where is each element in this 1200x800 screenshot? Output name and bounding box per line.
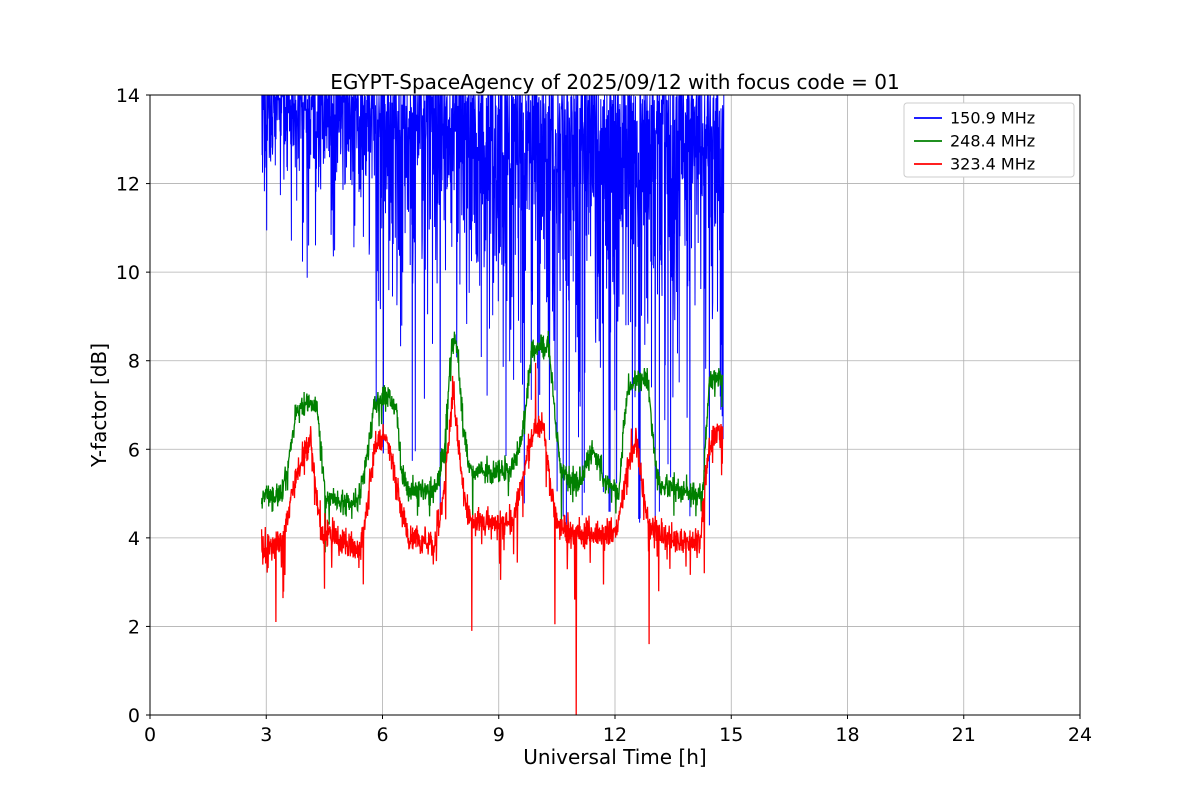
chart-title: EGYPT-SpaceAgency of 2025/09/12 with foc… — [330, 70, 900, 94]
series-line-248.4-MHz — [260, 330, 724, 553]
x-tick-label: 12 — [603, 724, 627, 746]
series-line-323.4-MHz — [260, 362, 724, 716]
x-tick-label: 0 — [144, 724, 156, 746]
y-tick-label: 8 — [128, 351, 140, 373]
x-tick-label: 18 — [835, 724, 859, 746]
x-tick-label: 6 — [376, 724, 388, 746]
y-tick-label: 10 — [116, 262, 140, 284]
x-tick-label: 9 — [493, 724, 505, 746]
x-tick-label: 15 — [719, 724, 743, 746]
y-tick-label: 2 — [128, 616, 140, 638]
legend-label: 150.9 MHz — [950, 109, 1035, 128]
x-axis-label: Universal Time [h] — [523, 745, 707, 769]
x-tick-label: 3 — [260, 724, 272, 746]
y-tick-label: 14 — [116, 85, 140, 107]
y-tick-label: 0 — [128, 705, 140, 727]
x-tick-label: 21 — [952, 724, 976, 746]
y-axis-label: Y-factor [dB] — [87, 342, 111, 468]
y-tick-label: 6 — [128, 439, 140, 461]
y-tick-label: 12 — [116, 174, 140, 196]
legend-label: 248.4 MHz — [950, 132, 1035, 151]
plot-frame — [149, 94, 1081, 716]
legend-box — [903, 102, 1075, 178]
legend-label: 323.4 MHz — [950, 155, 1035, 174]
y-tick-label: 4 — [128, 528, 140, 550]
x-tick-label: 24 — [1068, 724, 1092, 746]
